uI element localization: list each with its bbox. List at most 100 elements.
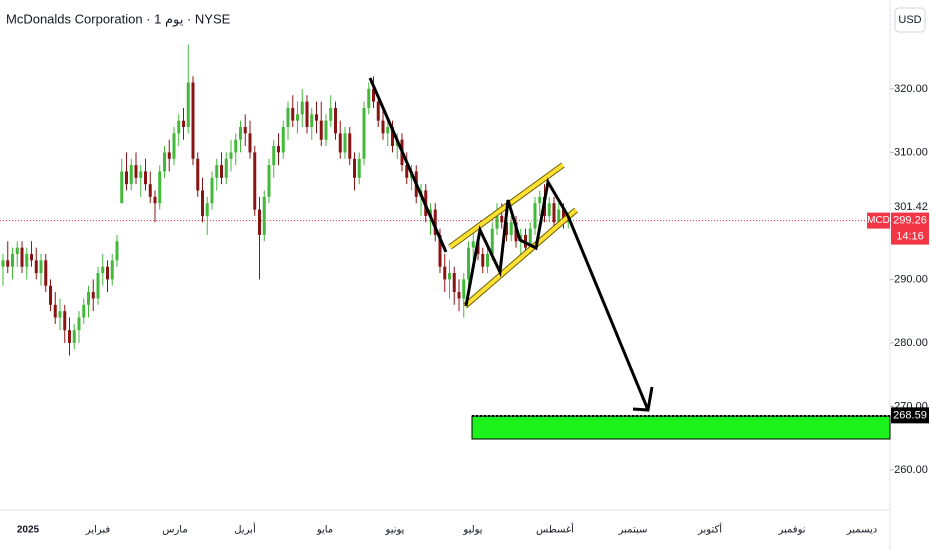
chart-title: McDonalds Corporation · 1 يوم · NYSE (6, 11, 231, 27)
candle (305, 95, 309, 134)
candle (457, 279, 461, 312)
candle (367, 82, 371, 115)
x-tick-label: أبريل (234, 523, 256, 536)
candle-body (528, 228, 532, 248)
candle-body (167, 152, 171, 159)
currency-button[interactable] (894, 7, 926, 33)
candle-body (125, 171, 128, 185)
candle (210, 171, 214, 210)
candle-body (319, 120, 323, 140)
candle-body (343, 133, 347, 153)
candle (15, 241, 19, 267)
candle (125, 152, 128, 191)
candle-body (372, 88, 375, 102)
candle-body (101, 266, 105, 274)
candle (353, 152, 356, 191)
candle (486, 247, 489, 274)
candle-body (262, 196, 266, 235)
candle (462, 273, 466, 318)
target-badge (891, 407, 929, 424)
candle (357, 152, 361, 185)
candle (129, 158, 133, 191)
candle (310, 107, 314, 140)
candle (229, 139, 233, 172)
candle-body (296, 114, 299, 121)
trend-arrow-down (368, 77, 448, 253)
candle-body (49, 285, 52, 305)
symbol-label: MCD (867, 215, 890, 226)
candle (101, 254, 105, 286)
candle-body (291, 107, 295, 121)
candle-body (106, 266, 109, 280)
candle-body (505, 222, 508, 235)
candle-body (110, 260, 114, 280)
candle-body (25, 254, 29, 267)
candle (552, 196, 556, 229)
candle (324, 114, 328, 147)
candle (6, 241, 10, 274)
candle (205, 196, 209, 235)
candle-body (267, 165, 271, 197)
candle (243, 114, 247, 147)
candle (39, 254, 43, 286)
candle-body (324, 120, 328, 140)
candle (186, 44, 190, 134)
candle (11, 247, 14, 280)
candle-body (329, 107, 333, 121)
candle (234, 133, 238, 166)
candle-body (443, 266, 447, 280)
candle-body (315, 114, 318, 121)
y-tick-label: 320.00 (894, 83, 928, 95)
candle (547, 196, 551, 223)
candle (267, 158, 271, 204)
candle (191, 76, 195, 166)
candle-body (68, 330, 71, 343)
candle-body (557, 209, 561, 223)
candle (452, 266, 456, 305)
candle-body (495, 215, 499, 229)
candle (372, 76, 375, 108)
candle (277, 133, 280, 166)
y-tick-label: 280.00 (894, 337, 928, 349)
candle-body (205, 203, 209, 216)
candle-body (1, 260, 5, 267)
candle (495, 203, 499, 235)
candle (30, 241, 33, 267)
candle-body (562, 209, 565, 223)
candle (538, 190, 542, 216)
currency-label[interactable]: USD (898, 14, 921, 26)
candle-body (177, 120, 181, 134)
candle-body (334, 107, 337, 134)
candle-body (429, 209, 432, 216)
candle-body (448, 273, 451, 280)
candle (329, 95, 333, 127)
candle (239, 120, 242, 153)
candle-body (481, 254, 485, 267)
candle (172, 127, 176, 166)
candle (281, 120, 285, 159)
y-tick-label: 260.00 (894, 464, 928, 476)
candle (381, 107, 385, 140)
candle-body (538, 196, 542, 204)
candle-body (381, 120, 385, 134)
candle-body (30, 254, 33, 261)
candles (1, 44, 570, 356)
candle-body (310, 114, 314, 127)
candle-body (6, 260, 10, 267)
candle (481, 247, 485, 274)
candle-body (44, 260, 48, 286)
candle (25, 247, 29, 280)
candle-body (11, 254, 14, 267)
drawings (368, 77, 891, 440)
candle (286, 101, 290, 140)
candle (334, 101, 337, 140)
candle-body (239, 127, 242, 140)
candle (91, 279, 95, 312)
candle (96, 266, 100, 305)
candle (68, 317, 71, 356)
candle (63, 304, 67, 343)
candle (72, 323, 76, 350)
candle-body (248, 133, 252, 153)
candle-body (172, 133, 176, 159)
candle-body (367, 88, 371, 108)
